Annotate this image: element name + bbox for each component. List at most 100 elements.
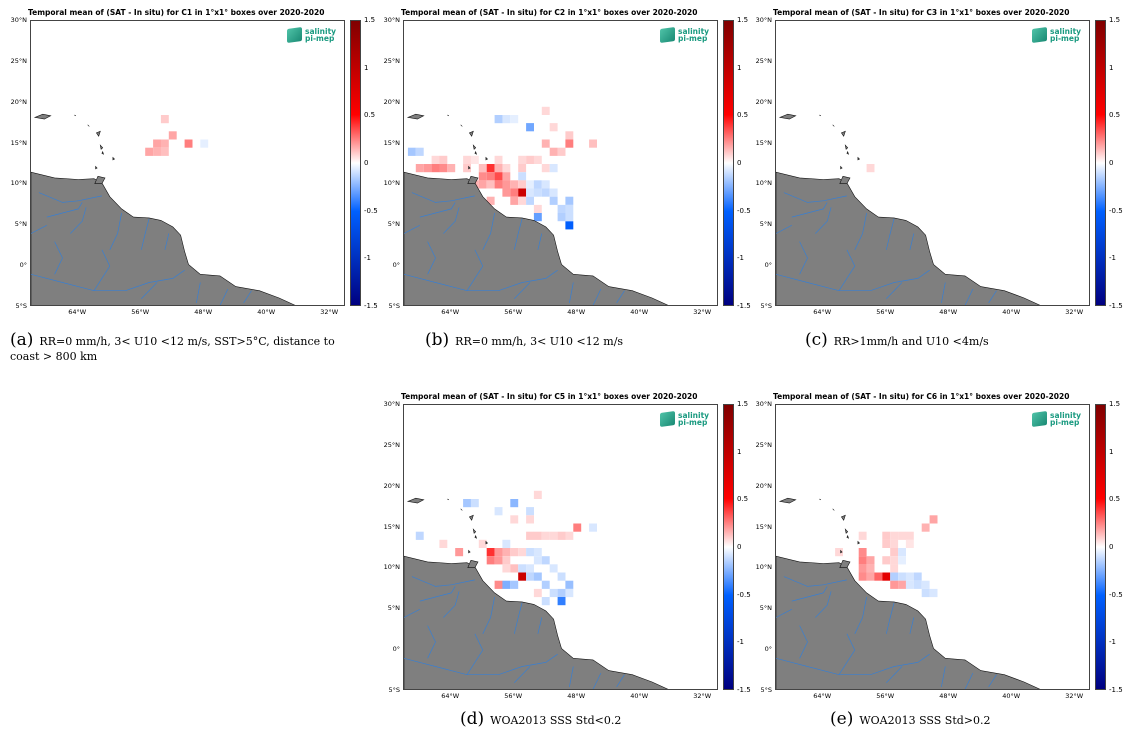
map-frame	[403, 404, 718, 690]
lat-tick-label: 10°N	[383, 563, 400, 572]
panel-title: Temporal mean of (SAT - In situ) for C6 …	[773, 392, 1070, 401]
river-line	[46, 202, 83, 218]
lon-tick-label: 56°W	[876, 308, 895, 316]
river-line	[54, 241, 63, 275]
river-line	[616, 674, 625, 688]
colorbar-tick-label: -0.5	[1109, 590, 1123, 599]
grid-cell	[557, 572, 566, 581]
lat-tick-label: 0°	[392, 645, 400, 654]
island	[472, 528, 477, 534]
island	[846, 534, 850, 539]
colorbar-tick-label: 1	[737, 447, 742, 456]
grid-cell	[921, 588, 930, 598]
grid-cell	[502, 115, 511, 124]
grid-cell	[184, 139, 193, 148]
lon-tick-label: 32°W	[1065, 692, 1084, 700]
grid-cell	[549, 196, 558, 205]
grid-cell	[494, 115, 503, 124]
grid-cell	[486, 164, 495, 173]
island	[468, 165, 471, 170]
grid-cell	[502, 580, 511, 589]
grid-cell	[929, 515, 938, 524]
grid-cell	[526, 507, 534, 516]
lat-tick-label: 10°N	[383, 179, 400, 188]
panel-title: Temporal mean of (SAT - In situ) for C2 …	[401, 8, 698, 17]
island	[778, 497, 797, 504]
grid-cell	[541, 188, 550, 197]
grid-cell	[439, 155, 448, 164]
logo-mark-icon	[287, 26, 302, 44]
colorbar-tick-label: 0.5	[737, 495, 749, 504]
lon-tick-label: 56°W	[131, 308, 150, 316]
island	[840, 514, 846, 521]
river-line	[411, 192, 475, 203]
grid-cell	[494, 155, 503, 164]
island	[485, 156, 489, 161]
lon-tick-label: 40°W	[1002, 692, 1021, 700]
island	[839, 175, 851, 184]
river-line	[404, 269, 558, 292]
river-line	[482, 212, 495, 250]
lat-tick-label: 20°N	[383, 97, 400, 106]
river-line	[886, 282, 903, 300]
grid-cell	[541, 139, 550, 148]
river-line	[783, 576, 847, 587]
grid-cell	[494, 507, 503, 516]
grid-cell	[518, 572, 527, 581]
lon-tick-label: 56°W	[876, 692, 895, 700]
grid-cell	[160, 115, 169, 124]
grid-cell	[890, 572, 899, 581]
grid-cell	[835, 548, 843, 557]
grid-cell	[557, 147, 566, 156]
colorbar-tick-label: 0.5	[1109, 111, 1121, 120]
caption-text: RR>1mm/h and U10 <4m/s	[833, 335, 989, 348]
colorbar-tick-label: 1	[364, 63, 369, 72]
colorbar-tick-label: 0.5	[1109, 495, 1121, 504]
logo-text: salinity pi-mep	[678, 412, 709, 427]
map-frame	[403, 20, 718, 306]
grid-cell	[518, 172, 527, 181]
grid-cell	[526, 188, 534, 197]
island	[87, 124, 90, 127]
island	[857, 540, 861, 545]
colorbar-tick-label: 1	[1109, 63, 1114, 72]
lon-tick-label: 48°W	[567, 308, 586, 316]
colorbar-tick-label: 0	[1109, 543, 1114, 551]
logo-line-2: pi-mep	[305, 34, 335, 43]
grid-cell	[905, 580, 914, 589]
river-line	[443, 591, 460, 618]
grid-cell	[526, 564, 534, 573]
panel-caption: (e) WOA2013 SSS Std>0.2	[830, 711, 1110, 728]
grid-cell	[565, 213, 574, 222]
grid-cell	[533, 180, 542, 189]
logo-line-2: pi-mep	[1050, 34, 1080, 43]
lat-tick-label: 15°N	[755, 522, 772, 531]
river-line	[427, 241, 436, 275]
grid-cell	[494, 556, 503, 565]
grid-cell	[533, 548, 542, 557]
grid-cell	[526, 155, 534, 164]
salinity-pimep-logo: salinity pi-mep	[287, 26, 336, 44]
river-line	[791, 202, 828, 218]
river-line	[838, 633, 856, 675]
grid-cell	[557, 213, 566, 222]
island	[840, 130, 846, 137]
river-line	[909, 617, 915, 634]
grid-cell	[478, 539, 487, 548]
grid-cell	[541, 106, 550, 115]
lat-tick-label: 25°N	[755, 440, 772, 449]
grid-cell	[423, 164, 432, 173]
river-line	[31, 269, 185, 292]
river-line	[988, 674, 997, 688]
grid-cell	[882, 531, 891, 540]
grid-cell	[565, 531, 574, 540]
island	[839, 559, 851, 568]
river-line	[196, 282, 201, 303]
lon-tick-label: 64°W	[813, 308, 832, 316]
island	[460, 508, 463, 511]
island	[95, 130, 101, 137]
colorbar-tick-label: 0	[737, 159, 742, 167]
river-line	[791, 586, 828, 602]
lon-tick-label: 32°W	[693, 692, 712, 700]
colorbar-tick-label: 0	[1109, 159, 1114, 167]
